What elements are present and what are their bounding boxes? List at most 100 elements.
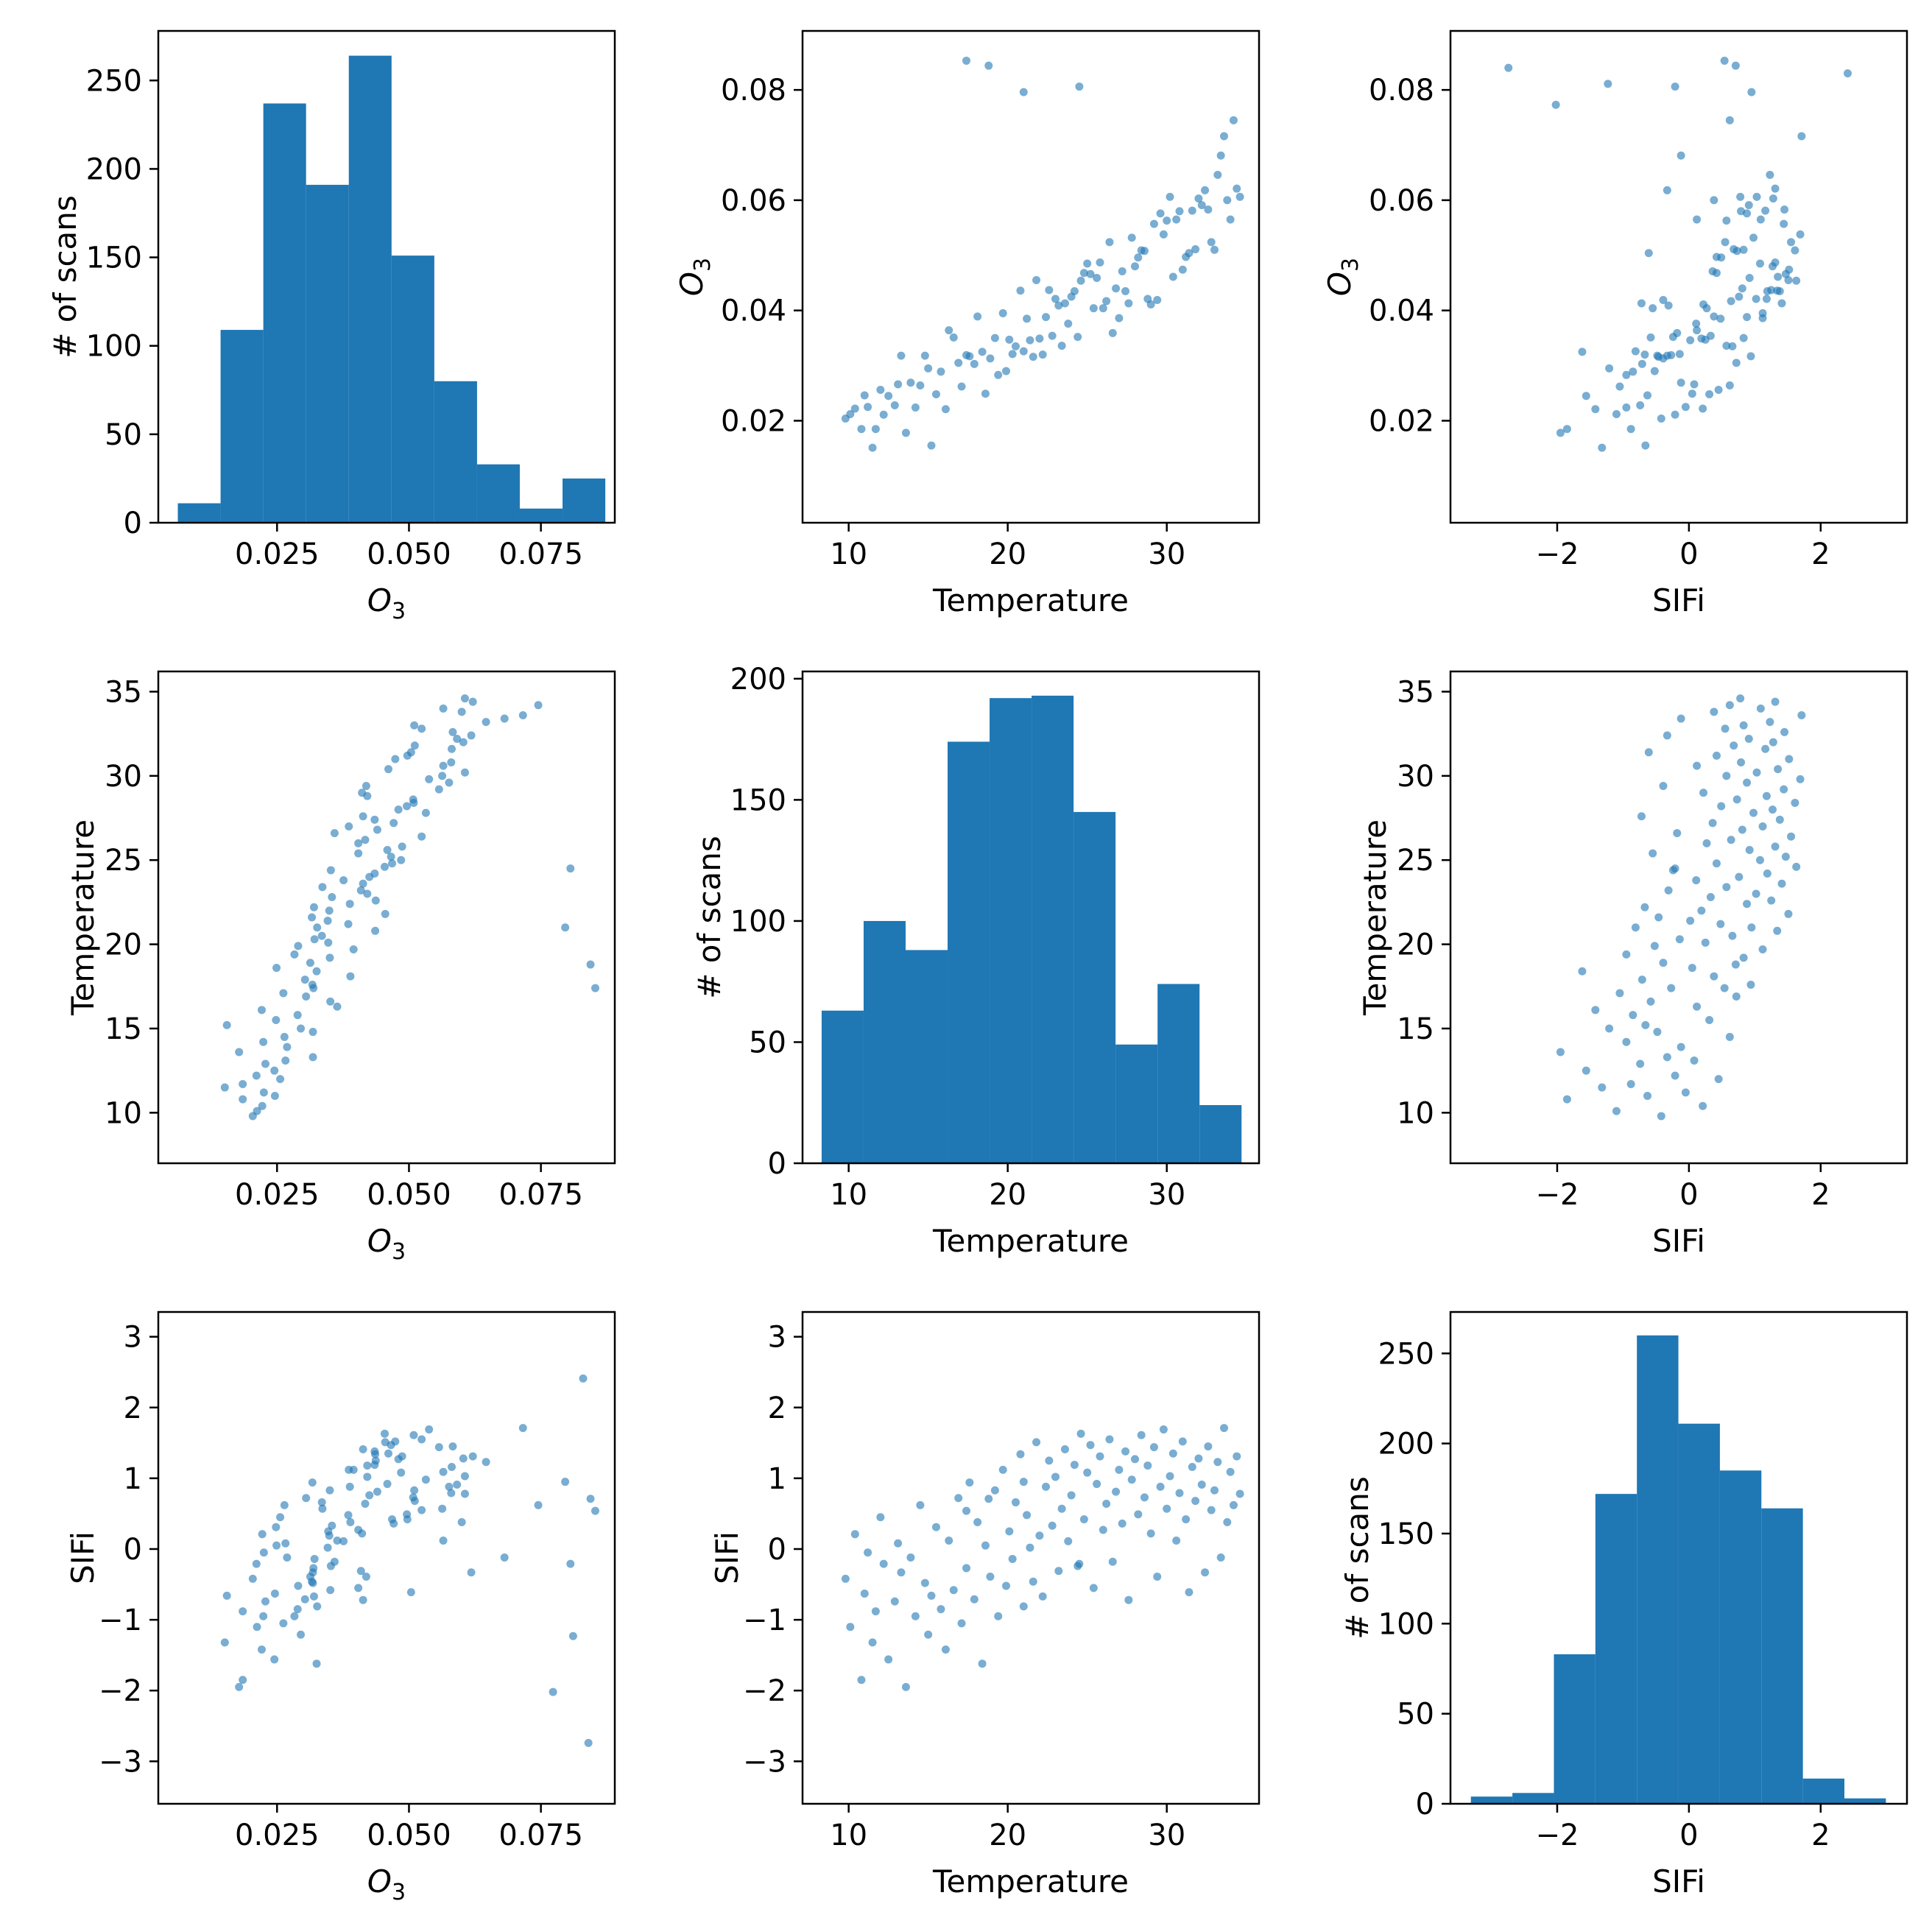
scatter-point	[906, 1553, 915, 1562]
scatter-point	[1785, 265, 1794, 274]
y-tick-label: 0	[1416, 1788, 1434, 1821]
scatter-point	[1029, 1577, 1037, 1586]
scatter-point	[1105, 1435, 1114, 1444]
scatter-point	[1060, 1444, 1069, 1453]
scatter-point	[590, 1506, 599, 1515]
scatter-point	[370, 1461, 379, 1470]
scatter-point	[1681, 403, 1690, 412]
subplot-1-0: 0.025 0.050 0.075 10 15 20 25 30 35 O3 Temperature	[65, 0, 616, 1265]
y-tick-label: 30	[105, 760, 142, 794]
scatter-point	[1070, 1461, 1079, 1470]
scatter-point	[1019, 347, 1028, 356]
scatter-point	[949, 333, 958, 342]
scatter-point	[1005, 1527, 1014, 1536]
scatter-point	[1159, 230, 1168, 239]
scatter-point	[1235, 1489, 1244, 1498]
y-tick-label: 10	[1397, 1096, 1434, 1130]
scatter-point	[1156, 1482, 1165, 1491]
scatter-point	[876, 386, 885, 395]
scatter-point	[1213, 170, 1222, 179]
y-tick-label: 10	[105, 1096, 142, 1130]
scatter-point	[384, 765, 393, 774]
scatter-point	[270, 1091, 279, 1100]
y-tick-label: 3	[768, 1321, 786, 1355]
x-tick-label: 0.050	[367, 1178, 451, 1212]
scatter-point	[1026, 336, 1034, 345]
scatter-point	[1226, 215, 1235, 224]
scatter-point	[1777, 879, 1786, 888]
scatter-point	[998, 1465, 1007, 1474]
scatter-point	[448, 727, 457, 736]
scatter-point	[283, 1043, 292, 1051]
scatter-point	[409, 795, 417, 804]
scatter-point	[590, 984, 599, 992]
scatter-point	[1745, 273, 1754, 282]
scatter-point	[373, 1487, 381, 1496]
y-tick-label: 200	[1378, 1428, 1434, 1461]
scatter-point	[306, 959, 314, 967]
histogram-bar	[1073, 811, 1116, 1163]
y-tick-label: 20	[105, 928, 142, 962]
scatter-point	[1134, 1510, 1143, 1519]
scatter-point	[1737, 758, 1746, 767]
scatter-point	[1663, 731, 1671, 740]
scatter-point	[1714, 1075, 1723, 1084]
scatter-point	[453, 1481, 462, 1489]
x-tick-label: 0.050	[367, 537, 451, 571]
histogram-bar	[1470, 1796, 1513, 1804]
scatter-point	[1675, 935, 1684, 944]
scatter-point	[1204, 1442, 1213, 1451]
scatter-point	[1153, 295, 1162, 304]
scatter-point	[970, 1595, 979, 1604]
scatter-point	[259, 1037, 268, 1046]
scatter-point	[1076, 276, 1085, 285]
scatter-point	[1075, 82, 1084, 91]
scatter-point	[457, 708, 466, 716]
y-tick-label: 50	[749, 1026, 786, 1059]
scatter-point	[344, 1511, 353, 1520]
scatter-point	[421, 1475, 430, 1484]
y-tick-label: 50	[1397, 1698, 1434, 1732]
scatter-point	[1710, 708, 1718, 716]
scatter-point	[1042, 313, 1051, 322]
scatter-point	[984, 61, 993, 70]
scatter-point	[1731, 61, 1740, 70]
scatter-point	[1756, 704, 1765, 713]
scatter-point	[1185, 249, 1194, 258]
scatter-point	[894, 380, 903, 389]
scatter-point	[1644, 249, 1653, 258]
scatter-point	[901, 1682, 910, 1691]
scatter-point	[1766, 718, 1774, 727]
scatter-point	[309, 903, 318, 911]
scatter-point	[876, 1513, 885, 1522]
scatter-point	[1762, 791, 1771, 800]
scatter-point	[1787, 832, 1796, 841]
scatter-point	[1643, 1091, 1652, 1100]
subplot-0-1: 10 20 30 0.02 0.04 0.06 0.08 Temperature O3	[674, 29, 1261, 618]
scatter-point	[1233, 1452, 1241, 1461]
scatter-point	[308, 1478, 317, 1487]
x-tick-label: 30	[1148, 1178, 1185, 1212]
scatter-point	[949, 1586, 958, 1595]
scatter-point	[568, 1632, 577, 1640]
scatter-point	[1057, 342, 1066, 350]
scatter-point	[1552, 0, 1560, 4]
scatter-point	[1671, 82, 1679, 91]
scatter-point	[1725, 701, 1734, 710]
y-tick-label: 250	[86, 64, 142, 98]
scatter-point	[1667, 350, 1676, 359]
scatter-point	[467, 1568, 476, 1577]
scatter-point	[954, 359, 963, 367]
scatter-point	[1710, 196, 1718, 205]
histogram-bar	[434, 381, 477, 523]
scatter-point	[1732, 795, 1741, 804]
scatter-point	[549, 0, 557, 4]
scatter-point	[1146, 300, 1155, 308]
subplot-2-0: 0.025 0.050 0.075 −3 −2 −1 0 1 2 3 O3 SIFi	[65, 1311, 616, 1905]
y-tick-label: −3	[99, 1745, 142, 1779]
scatter-point	[259, 1548, 268, 1557]
scatter-point	[1743, 313, 1752, 322]
scatter-point	[453, 735, 462, 744]
scatter-point	[381, 909, 389, 918]
x-tick-label: 10	[830, 1819, 867, 1852]
